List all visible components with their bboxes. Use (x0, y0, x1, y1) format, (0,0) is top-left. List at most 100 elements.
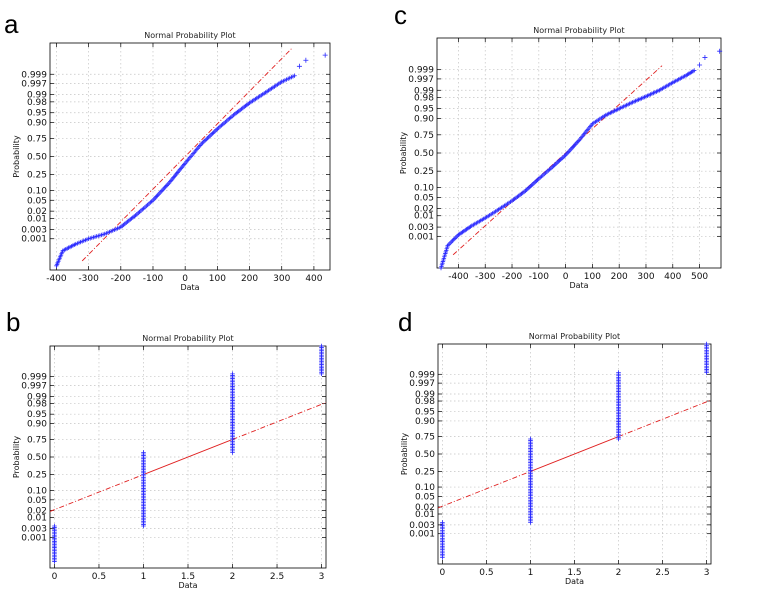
y-tick-label: 0.25 (415, 467, 435, 477)
x-tick-label: -100 (529, 272, 550, 282)
y-tick-label: 0.05 (27, 196, 47, 206)
data-point (692, 68, 697, 73)
y-tick-label: 0.98 (415, 397, 435, 407)
y-tick-label: 0.99 (415, 390, 435, 400)
reference-line (438, 399, 711, 509)
y-tick-label: 0.05 (415, 492, 435, 502)
y-tick-label: 0.10 (414, 184, 434, 194)
y-tick-label: 0.02 (414, 204, 434, 214)
y-tick-label: 0.999 (21, 70, 47, 80)
y-tick-label: 0.01 (415, 510, 435, 520)
x-tick-label: 2 (616, 568, 622, 578)
data-column (141, 450, 146, 529)
y-tick-label: 0.50 (415, 450, 435, 460)
x-tick-label: 1 (141, 572, 147, 582)
panel-letter: b (6, 307, 20, 337)
outlier-point (697, 62, 703, 68)
data-column (319, 343, 324, 377)
x-tick-label: 400 (664, 272, 681, 282)
data-column (528, 436, 533, 525)
data-point (616, 370, 621, 375)
x-tick-label: 2 (230, 572, 236, 582)
panel-b: b 0 0.5 1 1.5 2 2.5 3 0.0010.0030.010.020.050.10… (6, 307, 327, 590)
x-tick-label: 2.5 (270, 572, 284, 582)
y-tick-label: 0.997 (409, 379, 435, 389)
data-point (319, 343, 324, 349)
x-tick-label: 300 (273, 274, 290, 284)
y-tick-label: 0.75 (27, 435, 47, 445)
data-point (52, 523, 57, 529)
panel-letter: d (398, 307, 412, 337)
data-column (616, 370, 621, 442)
y-tick-label: 0.999 (21, 373, 47, 383)
reference-line (81, 48, 292, 262)
y-tick-label: 0.01 (27, 214, 47, 224)
x-tick-label: 200 (241, 274, 258, 284)
plot-title: Normal Probability Plot (529, 332, 620, 341)
y-tick-label: 0.95 (414, 105, 434, 115)
y-tick-label: 0.99 (414, 86, 434, 96)
x-tick-label: 3 (319, 572, 325, 582)
outlier-point (296, 63, 302, 69)
reference-line-dashed (232, 402, 326, 440)
y-tick-label: 0.999 (408, 66, 434, 76)
y-tick-label: 0.05 (414, 193, 434, 203)
y-tick-label: 0.001 (21, 235, 47, 245)
outlier-point (303, 57, 309, 63)
x-tick-label: 400 (305, 274, 322, 284)
x-tick-label: -400 (448, 272, 469, 282)
y-tick-label: 0.997 (408, 75, 434, 85)
plot-title: Normal Probability Plot (533, 26, 624, 35)
reference-line (50, 402, 326, 512)
x-tick-label: 0.5 (479, 568, 493, 578)
y-tick-label: 0.05 (27, 496, 47, 506)
y-tick-label: 0.003 (21, 525, 47, 535)
y-tick-label: 0.02 (415, 503, 435, 513)
y-tick-label: 0.90 (27, 118, 47, 128)
y-tick-label: 0.001 (408, 232, 434, 242)
x-axis-label: Data (178, 581, 197, 590)
x-tick-label: 300 (637, 272, 654, 282)
y-tick-label: 0.90 (414, 114, 434, 124)
x-tick-label: 100 (584, 272, 601, 282)
y-tick-label: 0.003 (408, 223, 434, 233)
y-tick-label: 0.98 (27, 400, 47, 410)
y-tick-label: 0.25 (27, 471, 47, 481)
y-tick-label: 0.99 (27, 91, 47, 101)
y-tick-label: 0.10 (27, 486, 47, 496)
x-tick-label: 200 (611, 272, 628, 282)
y-tick-label: 0.01 (414, 212, 434, 222)
x-tick-label: 100 (209, 274, 226, 284)
x-tick-label: 3 (704, 568, 710, 578)
x-tick-label: -200 (111, 274, 132, 284)
panel-a: a -400 -300 -200 -100 0 100 200 300 400 0.0010.003… (4, 9, 331, 292)
x-tick-label: -300 (475, 272, 496, 282)
data-points (438, 48, 723, 271)
x-tick-label: 0 (182, 274, 188, 284)
y-tick-label: 0.75 (415, 433, 435, 443)
data-points (52, 343, 324, 564)
x-tick-label: 0 (52, 572, 58, 582)
y-tick-label: 0.95 (27, 109, 47, 119)
outlier-point (702, 55, 708, 61)
data-point (230, 371, 235, 377)
y-axis-label: Probability (12, 135, 21, 178)
panel-c: c-400 -300 -200 -100 0 100 200 300 400 5000.0010.… (394, 0, 723, 290)
y-tick-label: 0.25 (27, 170, 47, 180)
y-tick-label: 0.25 (414, 167, 434, 177)
x-tick-label: 1.5 (181, 572, 195, 582)
x-tick-label: 1 (528, 568, 534, 578)
data-column (440, 520, 445, 560)
y-tick-label: 0.50 (27, 153, 47, 163)
y-tick-label: 0.99 (27, 392, 47, 402)
outlier-point (322, 52, 328, 58)
x-tick-label: 0 (563, 272, 569, 282)
data-point (141, 450, 146, 455)
y-tick-label: 0.999 (409, 370, 435, 380)
data-column (52, 523, 57, 564)
outlier-point (717, 48, 723, 54)
x-axis-label: Data (180, 283, 199, 292)
x-axis-label: Data (565, 577, 584, 586)
data-point (528, 436, 533, 442)
